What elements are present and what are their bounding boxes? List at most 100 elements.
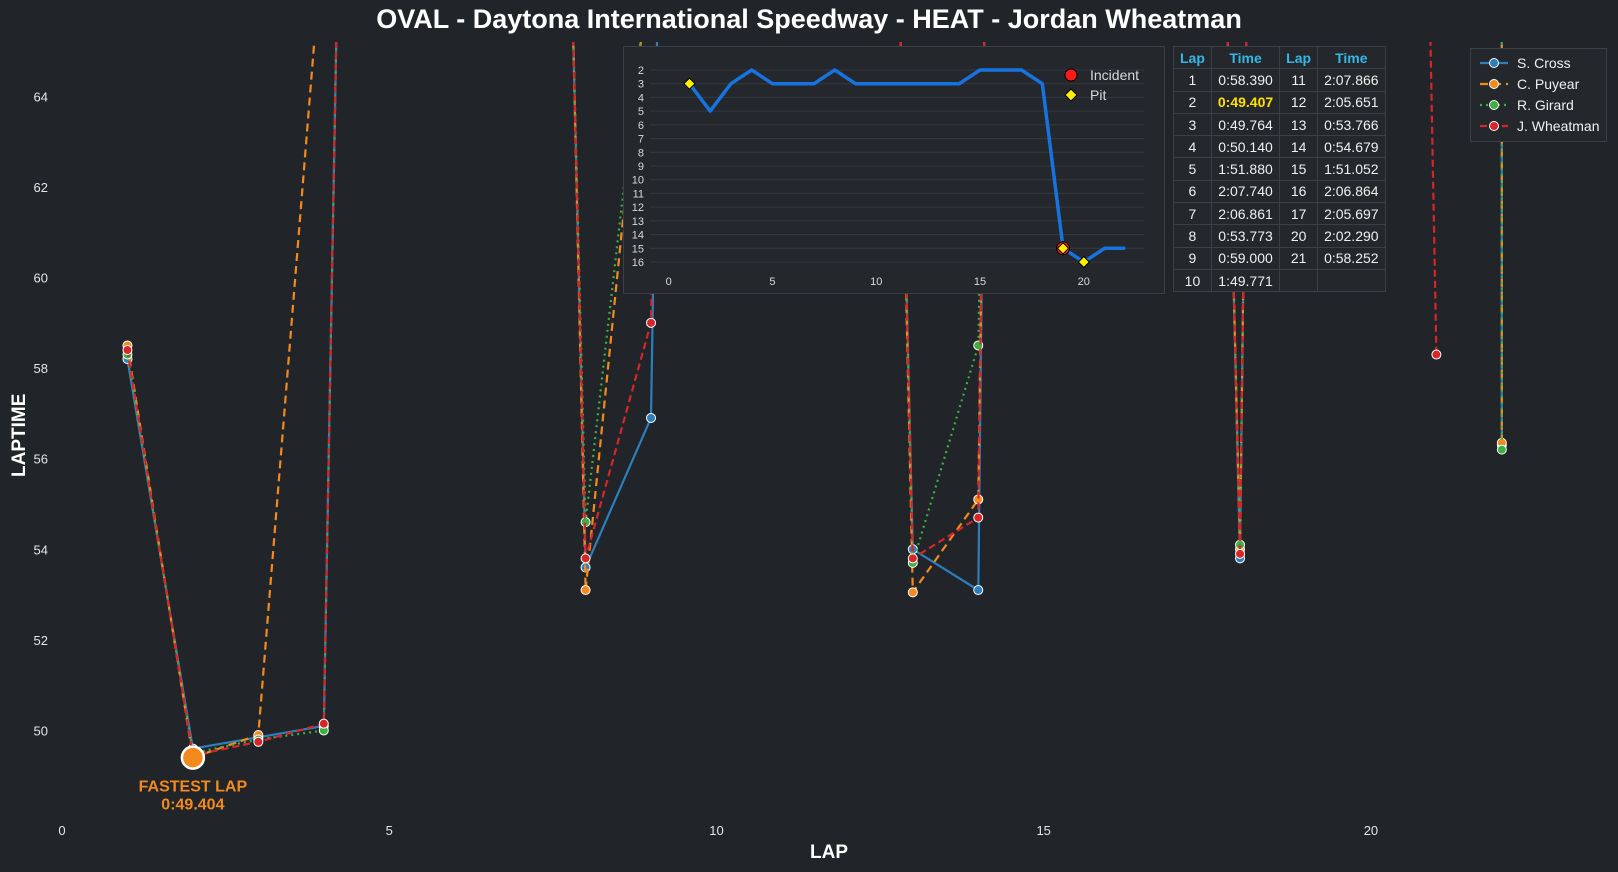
table-cell: 4	[1173, 135, 1212, 159]
table-cell: 21	[1279, 246, 1319, 270]
inset-y-tick: 8	[638, 147, 644, 159]
legend-swatch	[1480, 121, 1508, 131]
y-tick-label: 60	[34, 271, 48, 286]
fastest-lap-marker	[180, 745, 206, 770]
table-cell: 14	[1279, 135, 1319, 159]
x-tick-label: 20	[1364, 823, 1378, 838]
y-tick-label: 54	[34, 542, 48, 557]
pit-marker	[1077, 255, 1091, 269]
table-row: 10 1:49.771	[1173, 268, 1386, 293]
table-header: Time	[1210, 45, 1281, 70]
incident-legend-marker	[1064, 68, 1078, 82]
series-line	[126, 42, 1503, 760]
legend-entry: R. Girard	[1479, 95, 1574, 115]
inset-y-tick: 2	[638, 65, 644, 77]
x-tick-label: 5	[386, 823, 393, 838]
data-point	[122, 345, 133, 355]
inset-x-tick: 15	[974, 276, 986, 288]
table-header: Time	[1317, 45, 1386, 70]
table-row: 1 0:58.390 11 2:07.866	[1173, 68, 1386, 92]
table-row: 8 0:53.773 20 2:02.290	[1173, 224, 1386, 248]
table-cell: 0:49.407	[1210, 90, 1281, 114]
inset-x-tick: 5	[769, 276, 775, 288]
legend-label: R. Girard	[1517, 97, 1574, 113]
inset-y-tick: 12	[632, 202, 644, 214]
legend-entry: S. Cross	[1479, 53, 1571, 73]
table-row: 5 1:51.880 15 1:51.052	[1173, 157, 1386, 181]
table-cell: 2:06.861	[1210, 202, 1281, 226]
x-tick-label: 15	[1036, 823, 1050, 838]
table-header: Lap	[1173, 45, 1212, 70]
legend-swatch	[1480, 79, 1508, 89]
y-tick-label: 62	[34, 180, 48, 195]
x-tick-label: 10	[709, 823, 723, 838]
y-tick-label: 58	[34, 361, 48, 376]
table-cell: 0:49.764	[1210, 112, 1281, 137]
table-cell: 2:07.866	[1317, 68, 1386, 92]
data-point	[253, 736, 264, 747]
x-axis-label: LAP	[810, 842, 848, 863]
inset-y-tick: 9	[638, 161, 644, 173]
table-cell: 0:54.679	[1317, 135, 1386, 159]
fastest-lap-label: FASTEST LAP	[139, 779, 248, 796]
table-cell	[1279, 268, 1319, 293]
incident-legend-label: Incident	[1090, 67, 1139, 83]
data-point	[1431, 349, 1442, 360]
data-point	[907, 553, 918, 564]
inset-x-tick: 20	[1078, 276, 1090, 288]
table-cell: 10	[1173, 268, 1212, 293]
table-cell: 2:07.740	[1210, 179, 1281, 204]
table-cell: 11	[1279, 68, 1319, 92]
table-cell: 13	[1279, 112, 1319, 137]
data-point	[318, 718, 329, 729]
table-cell: 1:49.771	[1210, 268, 1281, 293]
legend-swatch	[1480, 100, 1508, 110]
legend-swatch	[1480, 58, 1508, 68]
y-tick-label: 64	[34, 89, 48, 104]
table-cell: 0:53.773	[1210, 224, 1281, 248]
table-cell: 0:58.252	[1317, 246, 1386, 270]
legend-label: S. Cross	[1517, 55, 1571, 71]
data-point	[973, 512, 984, 523]
data-point	[580, 553, 591, 564]
table-cell: 15	[1279, 157, 1319, 181]
table-cell: 0:53.766	[1317, 112, 1386, 137]
table-cell: 8	[1173, 224, 1212, 248]
table-cell: 16	[1279, 179, 1319, 204]
table-row: 4 0:50.140 14 0:54.679	[1173, 135, 1386, 159]
table-row: 6 2:07.740 16 2:06.864	[1173, 179, 1386, 204]
table-cell: 3	[1173, 112, 1212, 137]
inset-y-tick: 10	[632, 175, 644, 187]
inset-y-tick: 6	[638, 120, 644, 132]
y-tick-label: 56	[34, 452, 48, 467]
table-row: 9 0:59.000 21 0:58.252	[1173, 246, 1386, 270]
pit-legend-label: Pit	[1090, 87, 1106, 103]
table-cell: 7	[1173, 202, 1212, 226]
y-axis-label: LAPTIME	[9, 393, 30, 477]
chart-title: OVAL - Daytona International Speedway - …	[376, 4, 1242, 34]
legend-entry: J. Wheatman	[1479, 116, 1599, 136]
table-cell: 2:02.290	[1317, 224, 1386, 248]
legend-label: J. Wheatman	[1517, 118, 1600, 134]
table-cell: 0:58.390	[1210, 68, 1281, 92]
laps-table: Lap Time Lap Time 1 0:58.390 11 2:07.866 2 0:49.…	[1173, 45, 1386, 293]
table-cell: 6	[1173, 179, 1212, 204]
table-cell: 2:06.864	[1317, 179, 1386, 204]
table-cell	[1317, 268, 1386, 293]
data-point	[1496, 444, 1507, 455]
inset-x-tick: 0	[666, 276, 672, 288]
table-cell: 2:05.651	[1317, 90, 1386, 114]
data-point	[580, 585, 591, 596]
table-cell: 5	[1173, 157, 1212, 181]
inset-y-tick: 15	[632, 243, 644, 255]
pit-marker	[1056, 242, 1070, 255]
table-row: 2 0:49.407 12 2:05.651	[1173, 90, 1386, 114]
data-point	[646, 317, 657, 328]
legend-label: C. Puyear	[1517, 76, 1580, 92]
table-cell: 0:50.140	[1210, 135, 1281, 159]
data-point	[1235, 548, 1246, 559]
table-cell: 9	[1173, 246, 1212, 270]
position-line	[688, 68, 1126, 264]
pit-legend-marker	[1064, 88, 1078, 102]
